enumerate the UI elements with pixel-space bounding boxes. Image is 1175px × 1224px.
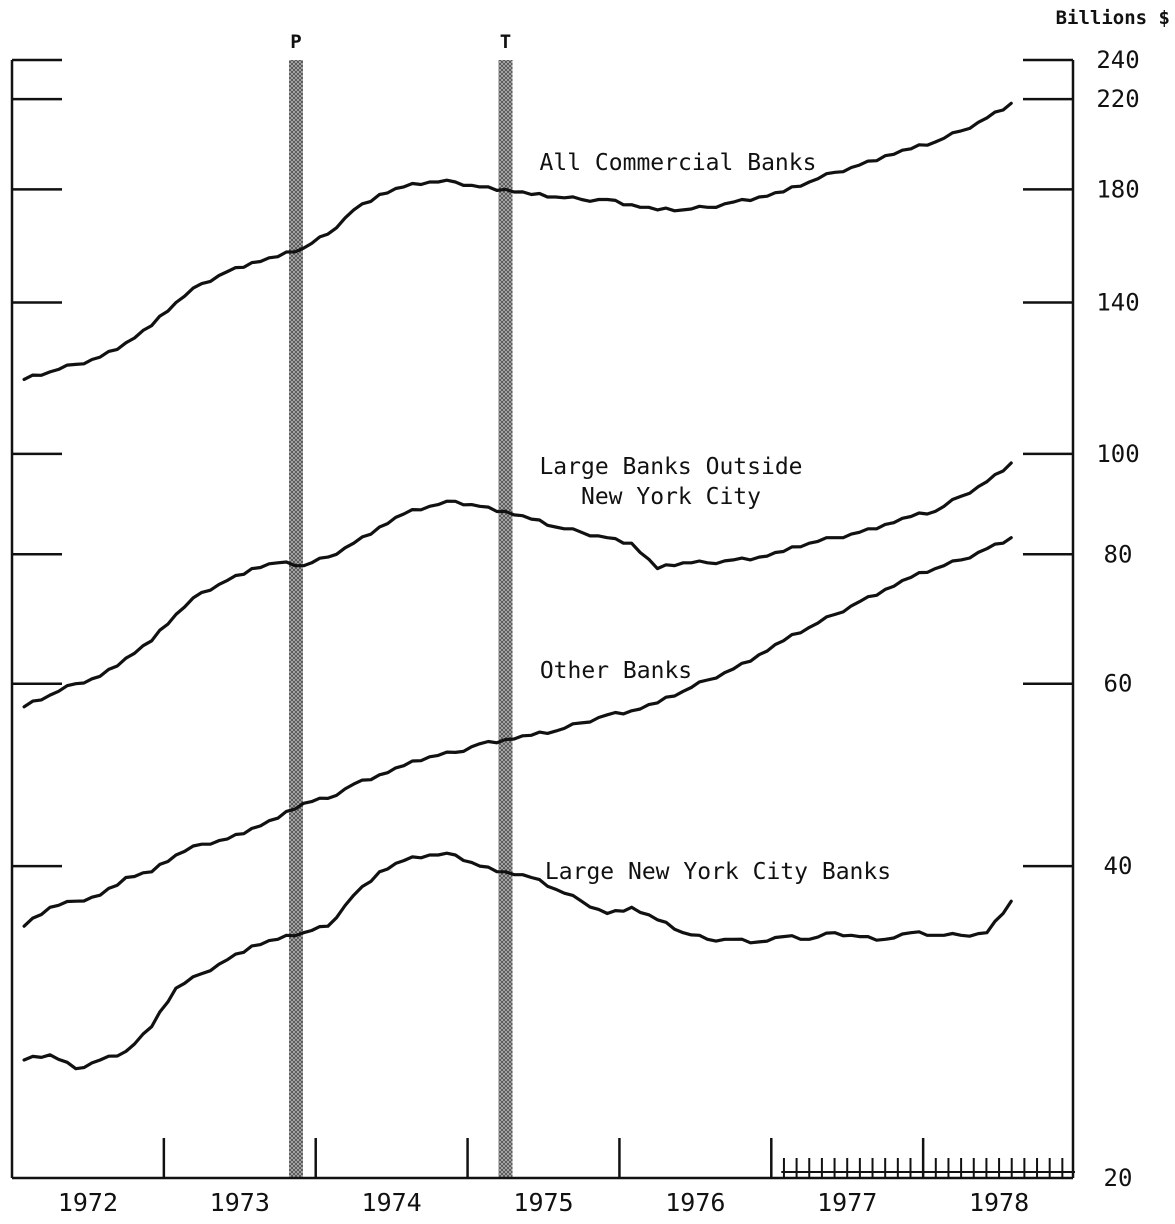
y-tick-label: 220 <box>1096 85 1139 113</box>
series-line-other-banks <box>22 536 1013 928</box>
series-line-all-commercial-banks <box>22 101 1013 381</box>
series-label-line-2: New York City <box>581 484 761 510</box>
x-tick-label: 1974 <box>362 1188 422 1217</box>
series-lines <box>22 101 1013 1071</box>
x-tick-label: 1976 <box>665 1188 725 1217</box>
unit-label: Billions $ <box>1056 7 1170 29</box>
series-label: Other Banks <box>540 658 692 684</box>
series-label: Large Banks Outside New York City <box>539 454 802 510</box>
y-tick-label: 240 <box>1096 46 1139 74</box>
series-label-line-1: Large Banks Outside <box>539 454 802 480</box>
band-label-t: T <box>500 31 511 53</box>
x-tick-label: 1978 <box>969 1188 1029 1217</box>
y-tick-label: 140 <box>1096 289 1139 317</box>
series-line-large-new-york-city-banks <box>22 851 1013 1071</box>
band-t <box>498 60 513 1178</box>
series-line-large-banks-outside-new-york-city <box>22 461 1013 709</box>
band-p <box>288 60 303 1178</box>
x-tick-label: 1977 <box>817 1188 877 1217</box>
axes <box>10 58 1075 1180</box>
y-tick-label: 40 <box>1104 852 1133 880</box>
x-tick-label: 1972 <box>58 1188 118 1217</box>
y-tick-label: 100 <box>1096 440 1139 468</box>
y-tick-label: 180 <box>1096 175 1139 203</box>
y-tick-label: 80 <box>1104 540 1133 568</box>
labels: P T 240 220 180 140 100 80 60 40 20 1972 1973 1974 197… <box>58 7 1170 1217</box>
y-tick-label: 20 <box>1104 1164 1133 1192</box>
series-label: Large New York City Banks <box>545 859 891 885</box>
recession-bands <box>288 60 513 1178</box>
y-tick-label: 60 <box>1104 670 1133 698</box>
x-tick-label: 1975 <box>513 1188 573 1217</box>
x-tick-label: 1973 <box>210 1188 270 1217</box>
band-label-p: P <box>290 31 301 53</box>
series-label: All Commercial Banks <box>540 150 817 176</box>
